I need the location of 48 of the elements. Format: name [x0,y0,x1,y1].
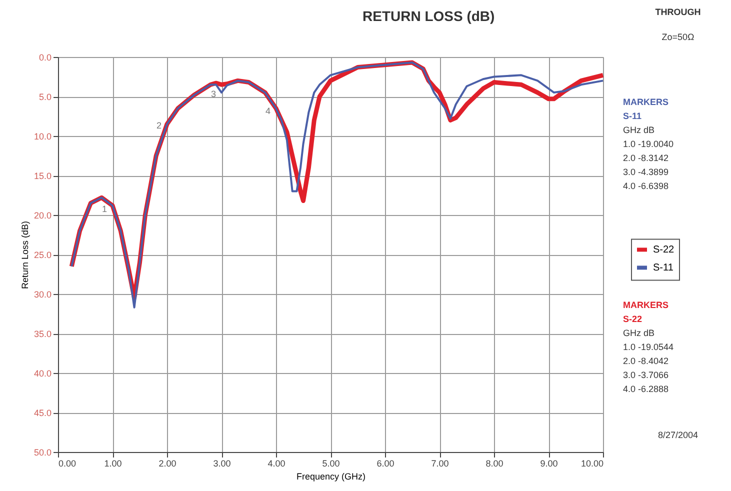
y-tick-label: 30.0 [34,290,52,300]
y-tick-label: 50.0 [34,448,52,458]
text: 1.0 -19.0544 [623,342,674,352]
annotation: 1 [102,204,108,214]
text: MARKERS [623,300,669,310]
text: 1.0 -19.0040 [623,139,674,149]
x-tick-label: 2.00 [158,458,176,468]
y-tick-label: 5.0 [38,92,52,102]
y-axis-title: Return Loss (dB) [20,220,30,290]
x-tick-label: 4.00 [268,458,286,468]
y-tick-label: 25.0 [34,250,52,260]
text: 2.0 -8.4042 [623,356,669,366]
legend-label: S-11 [653,262,674,274]
x-axis-title: Frequency (GHz) [296,472,366,482]
y-tick-label: 35.0 [34,329,52,339]
x-tick-label: 10.00 [580,458,604,468]
y-tick-label: 20.0 [34,210,52,220]
y-tick-label: 45.0 [34,408,52,418]
x-tick-label: 7.00 [431,458,449,468]
annotation: 4 [265,106,271,116]
text: Zo=50Ω [662,32,695,42]
y-tick-label: 10.0 [34,132,52,142]
x-tick-label: 8.00 [486,458,504,468]
text: GHz dB [623,125,655,135]
annotation: 2 [156,120,162,130]
y-tick-label: 0.0 [38,52,52,62]
text: 4.0 -6.6398 [623,181,669,191]
text: 4.0 -6.2888 [623,384,669,394]
legend-label: S-22 [653,244,675,256]
text: 8/27/2004 [658,430,698,440]
text: 2.0 -8.3142 [623,153,669,163]
x-tick-label: 6.00 [376,458,394,468]
x-tick-label: 1.00 [104,458,122,468]
x-tick-label: 9.00 [540,458,558,468]
x-tick-label: 5.00 [322,458,340,468]
text: S-11 [623,111,642,121]
text: 3.0 -3.7066 [623,370,669,380]
text: MARKERS [623,97,669,107]
chart-title: RETURN LOSS (dB) [362,8,495,24]
annotation: 3 [210,88,216,99]
y-tick-label: 40.0 [34,368,52,378]
x-tick-label: 0.00 [58,458,76,468]
text: 3.0 -4.3899 [623,167,669,177]
text: GHz dB [623,328,655,338]
y-tick-label: 15.0 [34,171,52,181]
x-tick-label: 3.00 [213,458,231,468]
text: S-22 [623,314,642,324]
text: THROUGH [655,7,701,17]
